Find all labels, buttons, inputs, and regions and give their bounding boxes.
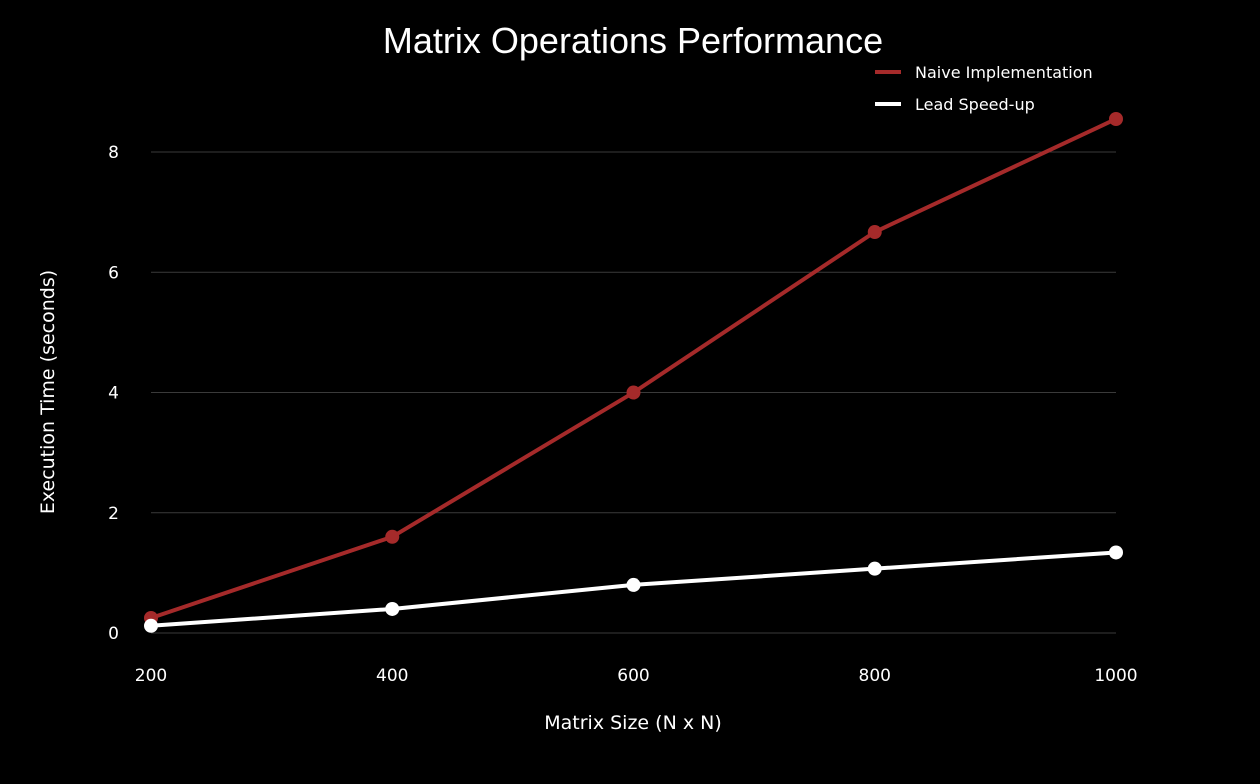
- series-1: [144, 111, 1123, 625]
- y-tick-label: 4: [108, 384, 119, 404]
- series-layer: [144, 111, 1123, 633]
- data-point: [626, 577, 641, 592]
- data-point: [867, 561, 882, 576]
- series-line: [149, 116, 1118, 620]
- x-tick-label: 200: [135, 666, 167, 686]
- legend-label: Lead Speed-up: [915, 95, 1035, 114]
- y-tick-label: 2: [108, 504, 119, 524]
- x-tick-label: 1000: [1094, 666, 1137, 686]
- legend-item: Lead Speed-up: [875, 95, 1035, 114]
- chart-title: Matrix Operations Performance: [383, 20, 883, 61]
- x-axis-label: Matrix Size (N x N): [544, 712, 721, 734]
- data-point: [1109, 111, 1123, 126]
- x-tick-label: 600: [617, 666, 649, 686]
- series-2: [144, 545, 1123, 633]
- y-tick-label: 0: [108, 624, 119, 644]
- data-point: [626, 385, 641, 400]
- legend-item: Naive Implementation: [875, 63, 1093, 82]
- data-point: [385, 529, 400, 544]
- x-tick-label: 800: [859, 666, 891, 686]
- y-axis-ticks: 0 2 4 6 8: [108, 143, 119, 644]
- x-tick-label: 400: [376, 666, 408, 686]
- data-point: [867, 225, 882, 240]
- x-axis-ticks: 200 400 600 800 1000: [135, 666, 1138, 686]
- y-tick-label: 8: [108, 143, 119, 163]
- y-axis-label: Execution Time (seconds): [37, 270, 59, 514]
- data-point: [1109, 545, 1123, 560]
- legend-label: Naive Implementation: [915, 63, 1093, 82]
- y-tick-label: 6: [108, 263, 119, 283]
- data-point: [144, 618, 158, 633]
- legend: Naive Implementation Lead Speed-up: [875, 63, 1093, 114]
- data-point: [385, 601, 400, 616]
